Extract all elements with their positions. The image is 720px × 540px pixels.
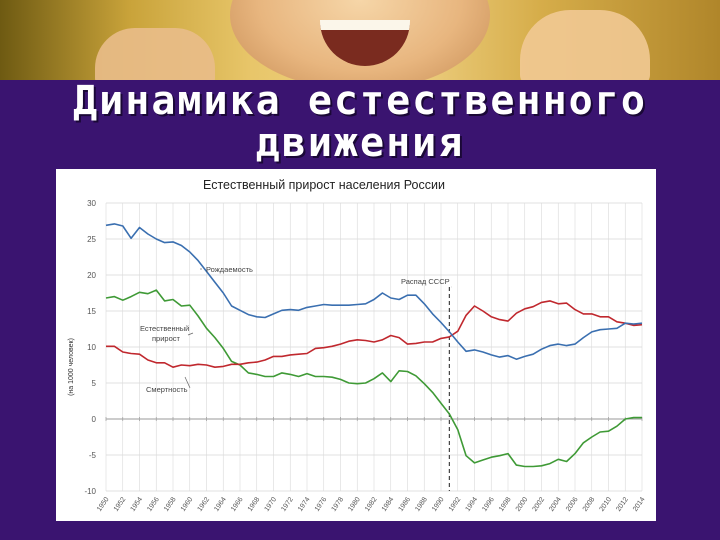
natural-series-label-line-1: Естественный [140,324,189,333]
x-tick-label: 2004 [548,496,563,513]
x-tick-label: 2006 [565,496,580,513]
x-tick-label: 1982 [364,496,379,513]
child-hand-left [95,28,215,80]
x-tick-label: 1958 [163,496,178,513]
y-tick-label: 20 [87,271,96,280]
x-tick-label: 1986 [397,496,412,513]
x-tick-label: 1990 [431,496,446,513]
natural-series-line [105,289,642,468]
x-tick-label: 1972 [280,496,295,513]
x-tick-label: 1978 [330,496,345,513]
x-tick-label: 1974 [297,496,312,513]
child-hand-right [520,10,650,80]
y-tick-label: 15 [87,307,96,316]
x-tick-label: 1992 [448,496,463,513]
slide-title-line-2: движения [255,120,465,166]
slide-title: Динамика естественного движения [0,80,720,170]
y-tick-label: 25 [87,235,96,244]
x-tick-label: 1968 [247,496,262,513]
y-tick-label: -5 [89,451,97,460]
y-tick-label: 5 [92,379,97,388]
death-label-pointer [184,376,191,389]
natural-label-pointer [187,332,194,336]
chart-title: Естественный прирост населения России [203,178,445,192]
x-tick-label: 2014 [632,496,647,513]
y-tick-label: -10 [84,487,96,496]
x-tick-label: 2002 [531,496,546,513]
y-axis-label: (на 1000 человек) [68,338,75,396]
slide-title-line-1: Динамика естественного [73,78,647,124]
x-tick-label: 1960 [180,496,195,513]
x-tick-label: 2012 [615,496,630,513]
x-tick-label: 1950 [96,496,111,513]
grid-layer [105,202,643,492]
x-tick-label: 1980 [347,496,362,513]
x-tick-label: 1994 [464,496,479,513]
chart-panel: 30 25 20 15 10 5 0 -5 -10 1950 1952 1954 1956 1958 196… [56,169,656,521]
y-tick-label: 0 [92,415,97,424]
x-tick-label: 2008 [582,496,597,513]
y-tick-label: 30 [87,199,96,208]
series-layer [105,223,643,491]
birth-series-line [105,223,643,360]
x-tick-label: 1984 [381,496,396,513]
death-series-line [106,300,643,368]
x-tick-label: 1996 [481,496,496,513]
x-tick-label: 1970 [263,496,278,513]
y-tick-label: 10 [87,343,96,352]
x-tick-label: 1988 [414,496,429,513]
x-tick-label: 1952 [113,496,128,513]
x-tick-label: 1966 [230,496,245,513]
birth-series-label: Рождаемость [206,265,253,274]
x-tick-label: 2000 [515,496,530,513]
x-tick-label: 1964 [213,496,228,513]
annotation-pointers [184,268,202,389]
photo-banner [0,0,720,80]
x-tick-label: 1962 [196,496,211,513]
x-tick-label: 1956 [146,496,161,513]
x-tick-label: 2010 [598,496,613,513]
x-tick-label: 1976 [314,496,329,513]
natural-series-label-line-2: прирост [152,334,181,343]
x-tick-label: 1998 [498,496,513,513]
ussr-collapse-label: Распад СССР [401,277,450,286]
x-tick-label: 1954 [129,496,144,513]
death-series-label: Смертность [146,385,188,394]
